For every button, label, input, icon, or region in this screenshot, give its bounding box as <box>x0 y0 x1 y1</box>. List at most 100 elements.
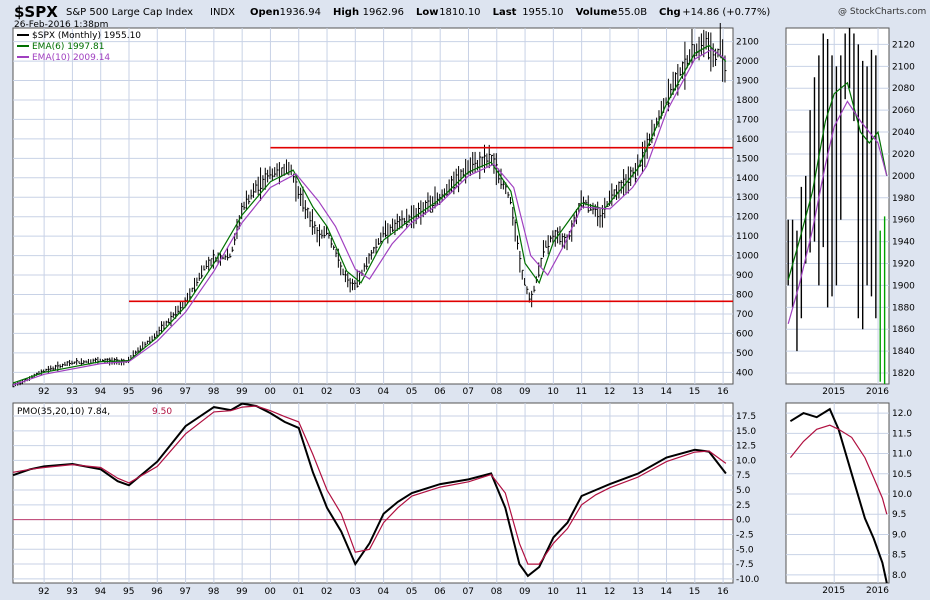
x-tick-label: 10 <box>547 387 559 397</box>
y-tick-label: 2080 <box>892 84 915 94</box>
x-tick-label: 01 <box>293 587 304 597</box>
x-tick-label: 05 <box>406 387 417 397</box>
y-tick-label: 2100 <box>736 38 759 48</box>
legend-entry: PMO(35,20,10) 7.84, <box>17 407 110 417</box>
x-tick-label: 96 <box>151 587 163 597</box>
index-name: S&P 500 Large Cap Index <box>66 7 193 18</box>
ema_long-line <box>787 100 888 324</box>
y-tick-label: 600 <box>736 329 753 339</box>
y-tick-label: 7.5 <box>736 471 750 481</box>
y-tick-label: 8.5 <box>892 551 906 561</box>
pmo-main-content: -10.0 -7.5 -5.0 -2.5 0.0 2.5 5.0 7.5 10.0 12.5 15.… <box>12 402 760 597</box>
x-tick-label: 15 <box>689 587 700 597</box>
y-tick-label: 1920 <box>892 260 915 270</box>
x-tick-label: 08 <box>491 587 503 597</box>
x-tick-label: 92 <box>38 587 49 597</box>
x-tick-label: 09 <box>519 587 531 597</box>
y-tick-label: -2.5 <box>736 530 754 540</box>
x-tick-label: 16 <box>717 587 729 597</box>
pmo-zoom-panel <box>785 402 890 584</box>
y-tick-label: 900 <box>736 271 753 281</box>
y-tick-label: 800 <box>736 291 753 301</box>
chart-layer: 4005006007008009001000110012001300140015… <box>12 22 915 597</box>
y-tick-label: 2120 <box>892 40 915 50</box>
ohlc-label: Volume <box>576 7 618 18</box>
x-tick-label: 09 <box>519 387 531 397</box>
y-tick-label: 2100 <box>892 62 915 72</box>
x-tick-label: 98 <box>208 387 220 397</box>
pmo-panel-frame <box>12 402 734 584</box>
ohlc-value: 1810.10 <box>439 7 480 18</box>
x-tick-label: 97 <box>180 587 191 597</box>
y-tick-label: 1840 <box>892 347 915 357</box>
x-tick-label: 06 <box>434 587 446 597</box>
x-tick-label: 14 <box>661 587 673 597</box>
x-tick-label: 00 <box>264 587 276 597</box>
x-tick-label: 11 <box>576 587 587 597</box>
y-tick-label: 500 <box>736 349 753 359</box>
x-tick-label: 13 <box>632 387 643 397</box>
x-tick-label: 99 <box>236 587 248 597</box>
x-tick-label: 98 <box>208 587 220 597</box>
y-tick-label: 1980 <box>892 194 915 204</box>
datetime: 26-Feb-2016 1:38pm <box>14 20 108 30</box>
price-panel-frame <box>12 27 734 385</box>
x-tick-label: 97 <box>180 387 191 397</box>
x-tick-label: 05 <box>406 587 417 597</box>
x-tick-label: 10 <box>547 587 559 597</box>
x-tick-label: 06 <box>434 387 446 397</box>
y-tick-label: 1940 <box>892 238 915 248</box>
ohlc-label: Last <box>493 7 517 18</box>
y-tick-label: 9.5 <box>892 510 906 520</box>
symbol: $SPX <box>14 3 58 21</box>
y-tick-label: 1400 <box>736 174 759 184</box>
y-tick-label: -5.0 <box>736 545 754 555</box>
pmo_signal-line <box>789 424 888 515</box>
y-tick-label: 1200 <box>736 213 759 223</box>
ohlc-value: 1936.94 <box>280 7 321 18</box>
ema_long-line <box>12 48 727 386</box>
y-tick-label: -10.0 <box>736 575 760 585</box>
y-tick-label: 2020 <box>892 150 915 160</box>
x-tick-label: 03 <box>349 387 360 397</box>
y-tick-label: 2060 <box>892 106 915 116</box>
legend-entry: 9.50 <box>152 407 172 417</box>
x-tick-label: 93 <box>66 387 77 397</box>
y-tick-label: 10.5 <box>892 470 912 480</box>
y-tick-label: 1900 <box>892 281 915 291</box>
pmo-zoom-content: 8.0 8.5 9.0 9.5 10.0 10.5 11.0 11.5 12.0 2015 2016 <box>786 403 912 596</box>
x-tick-label: 12 <box>604 387 615 397</box>
y-tick-label: 1700 <box>736 115 759 125</box>
y-tick-label: 11.0 <box>892 450 912 460</box>
y-tick-label: 1960 <box>892 216 915 226</box>
ohlc-summary: Open 1936.94 High 1962.96 Low 1810.10 Last 1955… <box>250 7 770 18</box>
x-tick-label: 13 <box>632 587 643 597</box>
y-tick-label: 9.0 <box>892 530 907 540</box>
y-tick-label: 1900 <box>736 77 759 87</box>
x-tick-label: 04 <box>378 587 390 597</box>
y-tick-label: 11.5 <box>892 429 912 439</box>
x-tick-label: 03 <box>349 587 360 597</box>
x-tick-label: 11 <box>576 387 587 397</box>
y-tick-label: 400 <box>736 368 753 378</box>
x-tick-label: 14 <box>661 387 673 397</box>
y-tick-label: 8.0 <box>892 571 907 581</box>
y-tick-label: 5.0 <box>736 486 751 496</box>
y-tick-label: 2.5 <box>736 501 750 511</box>
y-tick-label: 15.0 <box>736 427 756 437</box>
x-tick-label: 94 <box>95 387 107 397</box>
y-tick-label: 1860 <box>892 325 915 335</box>
x-tick-label: 02 <box>321 587 332 597</box>
x-tick-label: 04 <box>378 387 390 397</box>
legend-entry: $SPX (Monthly) 1955.10 <box>32 31 141 41</box>
x-tick-label: 02 <box>321 387 332 397</box>
x-tick-label: 93 <box>66 587 77 597</box>
y-tick-label: -7.5 <box>736 560 754 570</box>
ohlc-label: Open <box>250 7 280 18</box>
y-tick-label: 2000 <box>892 172 915 182</box>
x-tick-label: 99 <box>236 387 248 397</box>
x-tick-label: 96 <box>151 387 163 397</box>
x-tick-label: 92 <box>38 387 49 397</box>
y-tick-label: 2040 <box>892 128 915 138</box>
